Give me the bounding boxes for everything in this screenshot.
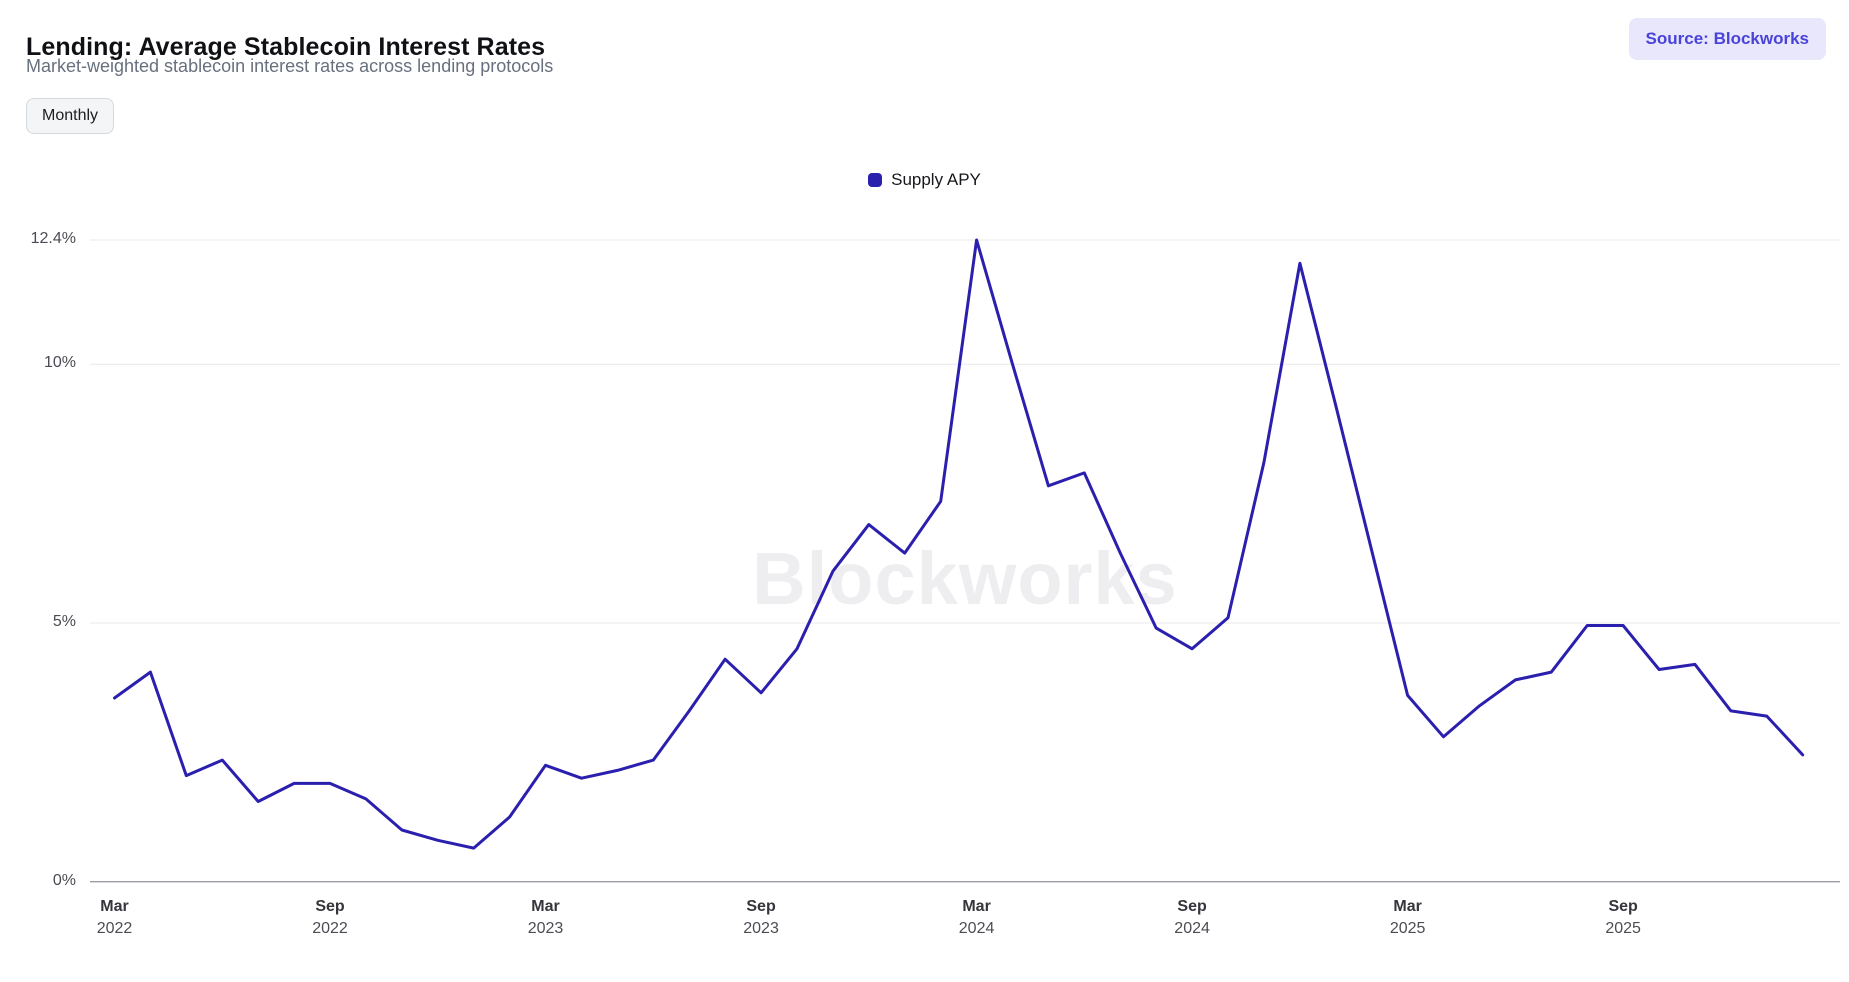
source-badge[interactable]: Source: Blockworks	[1628, 18, 1826, 60]
y-axis: 0% 5% 10% 12.4%	[0, 0, 80, 982]
x-axis-label: Mar 2022	[70, 898, 160, 938]
x-axis-month: Sep	[1177, 898, 1207, 915]
supply-apy-line-chart[interactable]	[90, 230, 1840, 890]
page-title: Lending: Average Stablecoin Interest Rat…	[26, 32, 546, 61]
x-axis-label: Sep 2022	[285, 898, 375, 938]
page-subtitle: Market-weighted stablecoin interest rate…	[26, 56, 554, 76]
x-axis-label: Mar 2025	[1363, 898, 1453, 938]
y-axis-label: 12.4%	[30, 230, 76, 247]
x-axis-label: Mar 2024	[932, 898, 1022, 938]
x-axis-month: Sep	[1608, 898, 1638, 915]
x-axis-month: Mar	[100, 898, 129, 915]
x-axis-label: Sep 2025	[1578, 898, 1668, 938]
x-axis-month: Sep	[746, 898, 776, 915]
x-axis-year: 2024	[958, 920, 995, 937]
x-axis: Mar 2022 Sep 2022 Mar 2023 Sep 2023 Mar 2024 Sep 20…	[90, 898, 1840, 958]
x-axis-label: Mar 2023	[501, 898, 591, 938]
x-axis-year: 2023	[527, 920, 564, 937]
x-axis-year: 2022	[312, 920, 348, 937]
x-axis-year: 2024	[1174, 920, 1210, 937]
legend-label: Supply APY	[891, 170, 981, 189]
chart-canvas	[90, 238, 1840, 883]
y-axis-label: 0%	[52, 871, 76, 889]
x-axis-year: 2022	[96, 920, 133, 937]
supply-apy-series-line	[113, 238, 1805, 850]
x-axis-year: 2025	[1605, 920, 1641, 937]
x-axis-month: Sep	[315, 898, 345, 915]
x-axis-year: 2025	[1389, 920, 1426, 937]
period-toggle-button[interactable]: Monthly	[26, 98, 115, 134]
x-axis-month: Mar	[1393, 898, 1422, 915]
y-axis-label: 5%	[52, 612, 76, 630]
x-axis-label: Sep 2024	[1147, 898, 1237, 938]
x-axis-month: Mar	[962, 898, 991, 915]
chart-legend[interactable]: Supply APY	[0, 170, 1849, 190]
x-axis-year: 2023	[743, 920, 779, 937]
x-axis-label: Sep 2023	[716, 898, 806, 938]
y-axis-label: 10%	[43, 354, 76, 372]
supply-apy-legend-marker-icon	[868, 173, 883, 187]
x-axis-month: Mar	[531, 898, 560, 915]
